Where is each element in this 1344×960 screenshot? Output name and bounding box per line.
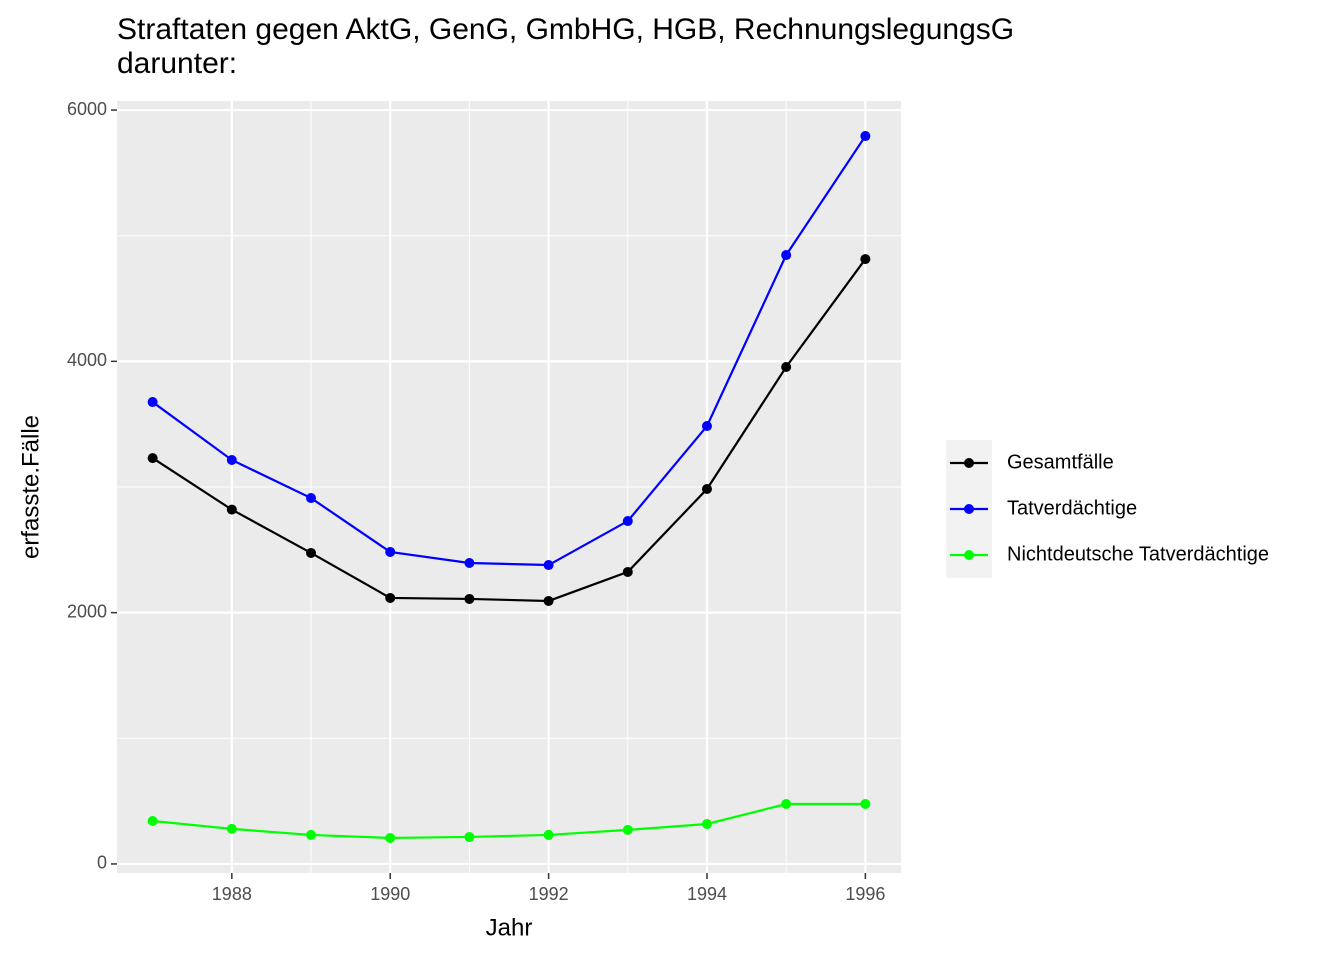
data-point — [701, 818, 712, 829]
data-point — [464, 558, 475, 569]
x-tick-label: 1996 — [845, 884, 885, 904]
legend-label: Gesamtfälle — [1007, 451, 1114, 473]
data-point — [701, 421, 712, 432]
data-point — [701, 484, 712, 495]
data-point — [147, 453, 158, 464]
chart-title: darunter: — [117, 47, 237, 80]
data-point — [464, 593, 475, 604]
y-tick-label: 2000 — [67, 601, 107, 621]
series-line — [151, 135, 867, 567]
data-point — [860, 254, 871, 265]
data-point — [385, 546, 396, 557]
data-point — [543, 829, 554, 840]
series-line — [152, 802, 866, 840]
data-point — [226, 823, 237, 834]
legend-key-point — [964, 504, 974, 514]
x-axis-title: Jahr — [486, 914, 533, 941]
data-point — [860, 131, 871, 142]
x-tick-label: 1988 — [212, 884, 252, 904]
x-tick-label: 1990 — [370, 884, 410, 904]
data-point — [306, 547, 317, 558]
data-point — [781, 362, 792, 373]
chart-title: Straftaten gegen AktG, GenG, GmbHG, HGB,… — [117, 13, 1014, 46]
data-point — [385, 592, 396, 603]
y-tick-label: 0 — [97, 853, 107, 873]
data-point — [306, 493, 317, 504]
data-point — [226, 504, 237, 515]
data-point — [781, 250, 792, 261]
legend-label: Tatverdächtige — [1007, 497, 1137, 519]
data-point — [306, 829, 317, 840]
series-line — [152, 258, 867, 603]
data-point — [464, 831, 475, 842]
data-point — [543, 595, 554, 606]
data-point — [543, 560, 554, 571]
data-point — [622, 566, 633, 577]
data-point — [147, 815, 158, 826]
data-point — [781, 799, 792, 810]
legend-key-point — [964, 550, 974, 560]
x-tick-label: 1992 — [529, 884, 569, 904]
data-point — [226, 454, 237, 465]
data-point — [860, 799, 871, 810]
y-tick-label: 4000 — [67, 350, 107, 370]
x-tick-label: 1994 — [687, 884, 727, 904]
data-point — [622, 516, 633, 527]
y-axis-title: erfasste.Fälle — [17, 415, 44, 559]
y-tick-label: 6000 — [67, 99, 107, 119]
legend-label: Nichtdeutsche Tatverdächtige — [1007, 543, 1269, 565]
data-point — [622, 824, 633, 835]
data-point — [385, 832, 396, 843]
data-point — [147, 397, 158, 408]
legend-key-point — [964, 458, 974, 468]
